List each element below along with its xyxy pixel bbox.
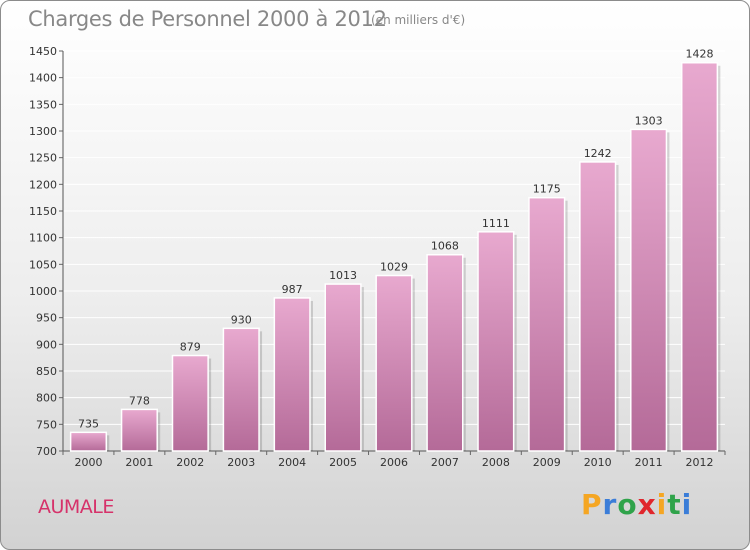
logo-letter: t — [667, 488, 682, 521]
chart-title: Charges de Personnel 2000 à 2012 — [28, 7, 387, 31]
data-label: 1175 — [533, 183, 561, 196]
axes: 700 750 800 850 900 950 1000 1050 1100 1150 1200 12… — [29, 45, 726, 469]
y-tick-label: 1150 — [29, 205, 57, 218]
logo-letter: x — [637, 488, 657, 521]
y-tick-label: 1450 — [29, 45, 57, 58]
data-label: 930 — [231, 313, 252, 326]
data-labels: 735 778 879 930 987 1013 1029 1068 1111 1175 1242 1… — [78, 48, 714, 431]
y-tick-label: 1350 — [29, 98, 57, 111]
bar-2002 — [171, 354, 209, 452]
x-tick-label: 2003 — [227, 456, 255, 469]
data-label: 735 — [78, 417, 99, 430]
logo-letter: i — [656, 488, 668, 521]
y-tick-label: 1250 — [29, 152, 57, 165]
logo-letter: i — [681, 488, 693, 521]
x-tick-label: 2011 — [635, 456, 663, 469]
y-tick-label: 800 — [36, 392, 57, 405]
bar-2001 — [120, 408, 158, 452]
y-tick-label: 1400 — [29, 72, 57, 85]
logo-letter: o — [617, 488, 638, 521]
bar-2011 — [630, 128, 668, 452]
x-tick-label: 2006 — [380, 456, 408, 469]
bar-2004 — [273, 297, 311, 452]
data-label: 1013 — [329, 269, 357, 282]
y-tick-label: 1200 — [29, 178, 57, 191]
y-tick-label: 850 — [36, 365, 57, 378]
bar-2000 — [69, 431, 108, 452]
y-tick-label: 700 — [36, 445, 57, 458]
bar-2006 — [375, 274, 413, 452]
x-tick-label: 2004 — [278, 456, 306, 469]
x-tick-label: 2008 — [482, 456, 510, 469]
x-tick-label: 2005 — [329, 456, 357, 469]
data-label: 987 — [282, 283, 303, 296]
data-label: 1428 — [686, 48, 714, 61]
x-tick-label: 2002 — [176, 456, 204, 469]
y-tick-label: 1000 — [29, 285, 57, 298]
y-tick-label: 1300 — [29, 125, 57, 138]
bar-2007 — [426, 253, 464, 452]
data-label: 1242 — [584, 147, 612, 160]
bar-2005 — [324, 283, 362, 452]
bar-2003 — [222, 327, 260, 452]
data-label: 1111 — [482, 217, 510, 230]
x-tick-label: 2007 — [431, 456, 459, 469]
bar-2012 — [680, 61, 719, 452]
logo-letter: P — [581, 488, 603, 521]
x-tick-label: 2009 — [533, 456, 561, 469]
data-label: 1068 — [431, 240, 459, 253]
bars — [69, 61, 721, 452]
y-tick-label: 900 — [36, 338, 57, 351]
logo-letter: r — [602, 488, 618, 521]
x-tick-label: 2010 — [584, 456, 612, 469]
data-label: 879 — [180, 341, 201, 354]
proxiti-logo: Proxiti — [581, 488, 692, 521]
data-label: 1029 — [380, 261, 408, 274]
chart-subtitle: (en milliers d'€) — [371, 13, 466, 27]
x-tick-label: 2012 — [686, 456, 714, 469]
y-tick-label: 1050 — [29, 258, 57, 271]
bar-2009 — [528, 196, 566, 452]
x-tick-label: 2001 — [125, 456, 153, 469]
data-label: 778 — [129, 394, 150, 407]
data-label: 1303 — [635, 114, 663, 127]
y-tick-label: 950 — [36, 312, 57, 325]
city-name: AUMALE — [38, 496, 114, 518]
x-tick-label: 2000 — [74, 456, 102, 469]
y-tick-label: 750 — [36, 418, 57, 431]
y-tick-label: 1100 — [29, 232, 57, 245]
bar-2010 — [579, 161, 617, 452]
bar-2008 — [477, 231, 515, 452]
